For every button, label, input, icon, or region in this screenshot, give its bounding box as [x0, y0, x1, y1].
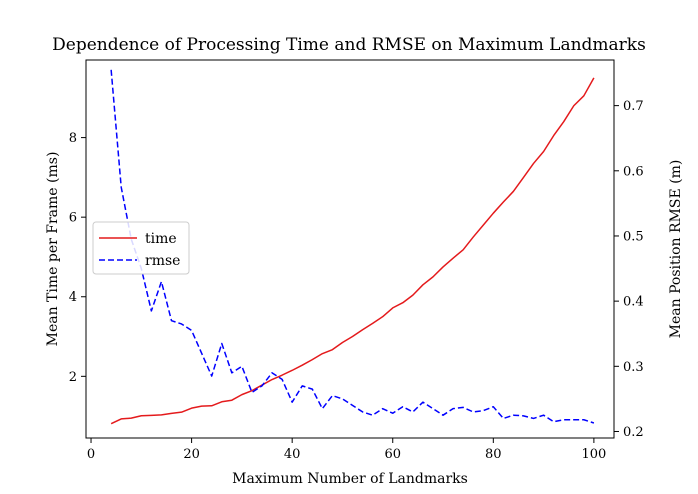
y-right-tick-label: 0.2 [623, 425, 644, 440]
plot-area [85, 59, 615, 439]
y-axis-right-label: Mean Position RMSE (m) [668, 160, 684, 339]
y-axis-left: 2 4 6 8 [69, 131, 86, 385]
y-left-tick-label: 6 [69, 211, 77, 226]
y-right-tick-label: 0.6 [623, 164, 644, 179]
x-tick-label: 60 [384, 447, 401, 462]
y-axis-right: 0.2 0.3 0.4 0.5 0.6 0.7 [614, 99, 644, 440]
x-tick-label: 100 [581, 447, 606, 462]
chart-title: Dependence of Processing Time and RMSE o… [52, 35, 646, 55]
legend: time rmse [92, 221, 190, 275]
y-left-tick-label: 4 [69, 290, 77, 305]
series-line-time [110, 77, 595, 425]
x-axis-label: Maximum Number of Landmarks [232, 471, 468, 487]
legend-time-label: time [145, 231, 177, 247]
y-left-tick-label: 8 [69, 131, 77, 146]
series-line-rmse [110, 69, 595, 424]
x-tick-label: 20 [183, 447, 200, 462]
legend-box [92, 221, 190, 275]
y-left-tick-label: 2 [69, 370, 77, 385]
y-axis-left-label: Mean Time per Frame (ms) [45, 152, 61, 347]
y-right-tick-label: 0.3 [623, 360, 644, 375]
x-tick-label: 80 [485, 447, 502, 462]
x-tick-label: 40 [284, 447, 301, 462]
y-right-tick-label: 0.5 [623, 229, 644, 244]
y-right-tick-label: 0.4 [623, 295, 644, 310]
y-right-tick-label: 0.7 [623, 99, 644, 114]
legend-rmse-label: rmse [145, 253, 180, 269]
series-layer [110, 69, 595, 425]
plot-frame [85, 59, 615, 439]
x-tick-label: 0 [87, 447, 95, 462]
x-axis: 0 20 40 60 80 100 [87, 438, 606, 462]
